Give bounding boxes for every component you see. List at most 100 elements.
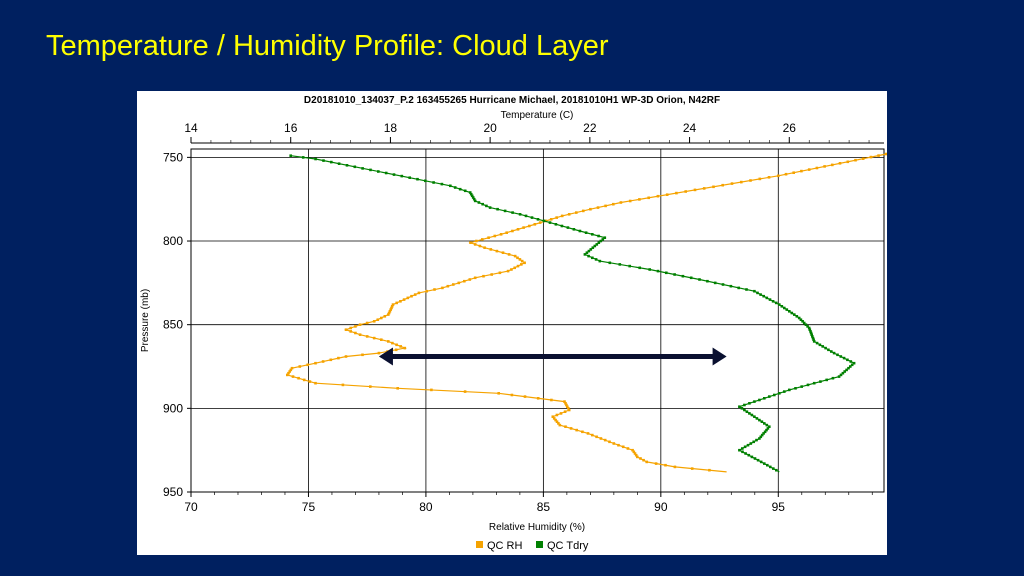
tdry-point bbox=[595, 243, 599, 246]
tdry-point bbox=[449, 184, 452, 188]
tdry-point bbox=[713, 281, 717, 285]
rh-point bbox=[523, 261, 526, 265]
legend-swatch-tdry bbox=[536, 541, 543, 548]
plot-area bbox=[191, 149, 884, 492]
tdry-point bbox=[698, 278, 701, 281]
rh-point bbox=[522, 226, 525, 229]
tdry-point bbox=[738, 405, 741, 408]
legend-swatch-rh bbox=[476, 541, 483, 548]
tdry-point bbox=[758, 437, 761, 440]
tdry-point bbox=[729, 284, 733, 288]
annotation-arrowhead-right bbox=[712, 347, 727, 366]
tdry-point bbox=[587, 254, 590, 258]
rh-point bbox=[784, 172, 788, 176]
tdry-point bbox=[594, 258, 598, 261]
legend-label-tdry: QC Tdry bbox=[547, 540, 589, 552]
tdry-point bbox=[775, 468, 778, 472]
tdry-point bbox=[811, 336, 815, 340]
tdry-point bbox=[469, 192, 473, 196]
tdry-point bbox=[768, 425, 771, 428]
tdry-point bbox=[847, 366, 850, 370]
chart-title: D20181010_134037_P.2 163455265 Hurricane… bbox=[304, 95, 720, 106]
rh-point bbox=[286, 373, 289, 377]
rh-point bbox=[344, 355, 348, 358]
rh-point bbox=[441, 286, 444, 290]
rh-point bbox=[395, 301, 398, 305]
rh-point bbox=[564, 402, 567, 405]
tdry-point bbox=[836, 353, 839, 357]
tdry-point bbox=[756, 458, 760, 462]
rh-point bbox=[599, 437, 603, 440]
tdry-point bbox=[841, 371, 845, 375]
rh-point bbox=[730, 182, 734, 185]
tdry-point bbox=[812, 340, 816, 343]
rh-point bbox=[380, 338, 383, 341]
rh-point bbox=[391, 303, 395, 306]
rh-point bbox=[575, 211, 578, 214]
rh-point bbox=[595, 435, 598, 439]
rh-point bbox=[567, 213, 571, 216]
x-top-tick-label: 16 bbox=[284, 121, 298, 135]
x-bottom-tick-label: 70 bbox=[184, 500, 198, 514]
tdry-point bbox=[812, 381, 816, 385]
rh-point bbox=[410, 294, 413, 298]
y-tick-label: 850 bbox=[163, 318, 183, 332]
rh-point bbox=[877, 154, 880, 157]
rh-point bbox=[554, 418, 557, 422]
rh-point bbox=[337, 356, 340, 360]
rh-point bbox=[433, 288, 436, 291]
tdry-point bbox=[591, 256, 594, 260]
rh-point bbox=[446, 284, 450, 288]
tdry-point bbox=[289, 154, 292, 157]
tdry-point bbox=[597, 234, 600, 238]
x-bottom-tick-label: 85 bbox=[537, 500, 551, 514]
tdry-point bbox=[850, 363, 854, 367]
tdry-point bbox=[753, 289, 756, 293]
rh-point bbox=[823, 165, 826, 168]
tdry-point bbox=[765, 296, 769, 300]
tdry-point bbox=[473, 199, 477, 203]
tdry-point bbox=[748, 412, 751, 415]
tdry-point bbox=[763, 430, 767, 434]
rh-point bbox=[289, 368, 293, 372]
x-bottom-tick-label: 95 bbox=[772, 500, 786, 514]
rh-point bbox=[481, 238, 484, 241]
tdry-point bbox=[706, 279, 709, 283]
tdry-point bbox=[753, 457, 757, 460]
tdry-point bbox=[589, 248, 593, 251]
tdry-point bbox=[759, 435, 763, 439]
tdry-point bbox=[741, 450, 744, 454]
tdry-point bbox=[468, 191, 472, 194]
rh-point bbox=[383, 315, 387, 318]
rh-point bbox=[395, 343, 398, 347]
rh-point bbox=[885, 152, 887, 156]
tdry-point bbox=[753, 415, 756, 418]
tdry-point bbox=[788, 388, 791, 392]
rh-point bbox=[702, 187, 706, 190]
tdry-point bbox=[524, 214, 528, 218]
rh-point bbox=[567, 408, 571, 412]
rh-point bbox=[341, 383, 345, 387]
rh-point bbox=[329, 358, 333, 362]
rh-point bbox=[617, 443, 620, 447]
tdry-point bbox=[852, 361, 856, 365]
rh-point bbox=[402, 298, 406, 301]
rh-point bbox=[391, 341, 394, 345]
tdry-point bbox=[806, 383, 810, 387]
tdry-point bbox=[477, 201, 481, 204]
tdry-point bbox=[824, 346, 827, 350]
x-top-tick-label: 14 bbox=[184, 121, 198, 135]
rh-point bbox=[399, 345, 402, 348]
tdry-point bbox=[759, 460, 763, 464]
bottom-axis-label: Relative Humidity (%) bbox=[489, 522, 585, 533]
rh-point bbox=[478, 244, 482, 248]
rh-point bbox=[673, 465, 677, 469]
rh-point bbox=[767, 176, 771, 179]
rh-point bbox=[555, 216, 558, 219]
rh-point bbox=[551, 415, 555, 418]
rh-point bbox=[302, 378, 306, 382]
rh-point bbox=[513, 266, 516, 270]
rh-point bbox=[498, 271, 502, 275]
rh-point bbox=[389, 308, 392, 311]
tdry-point bbox=[809, 330, 812, 333]
